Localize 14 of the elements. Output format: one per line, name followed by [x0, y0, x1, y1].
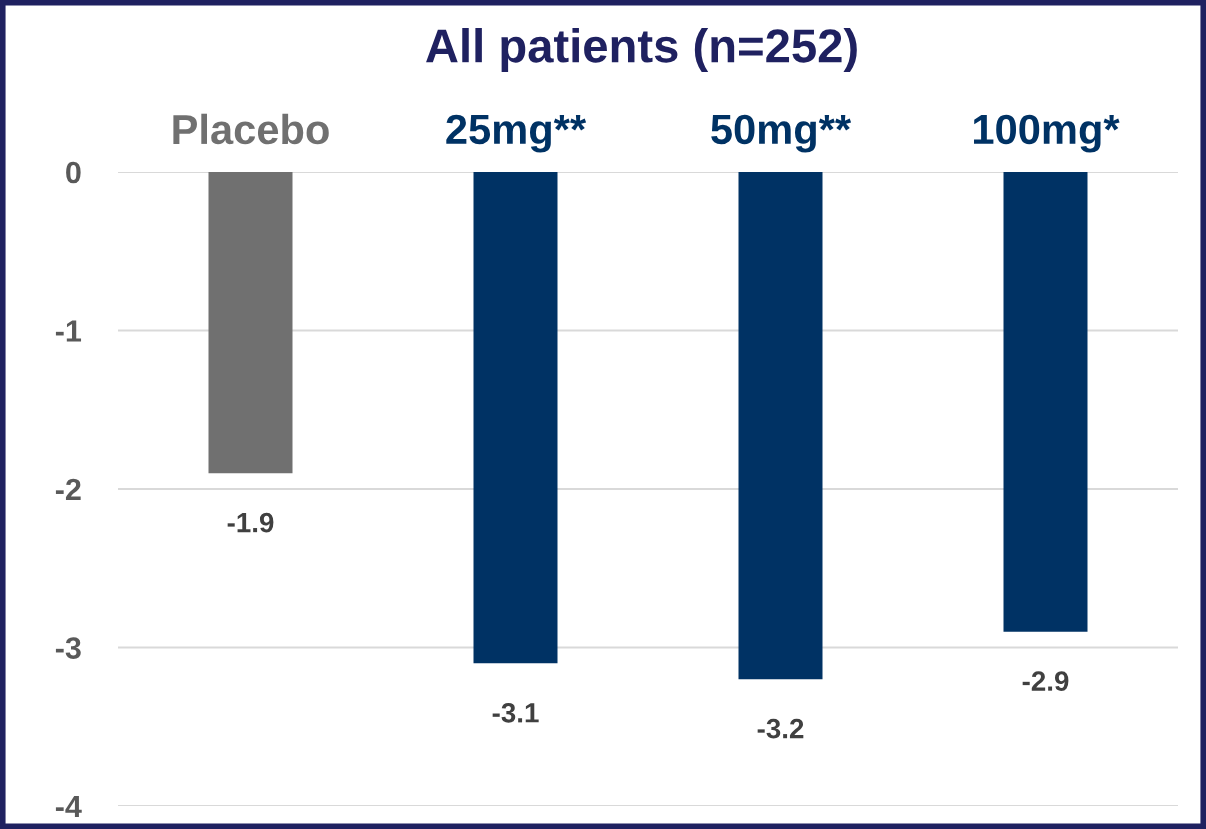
y-tick-label: -3	[55, 637, 81, 659]
y-tick-label: -1	[55, 320, 82, 342]
x-tick-label: 100mg*	[974, 114, 1120, 153]
y-tick-label: -4	[55, 796, 82, 818]
x-tick-label: 50mg**	[711, 114, 852, 153]
chart-title: All patients (n=252)	[426, 27, 857, 73]
y-tick-label: 0	[66, 161, 81, 184]
data-label: -2.9	[1022, 671, 1069, 691]
data-label: -3.1	[492, 702, 539, 723]
y-tick-label: -2	[55, 478, 81, 501]
x-tick-label: 25mg**	[446, 114, 587, 153]
data-label: -3.2	[757, 718, 804, 739]
x-tick-label: Placebo	[173, 113, 329, 145]
data-label: -1.9	[227, 512, 274, 533]
